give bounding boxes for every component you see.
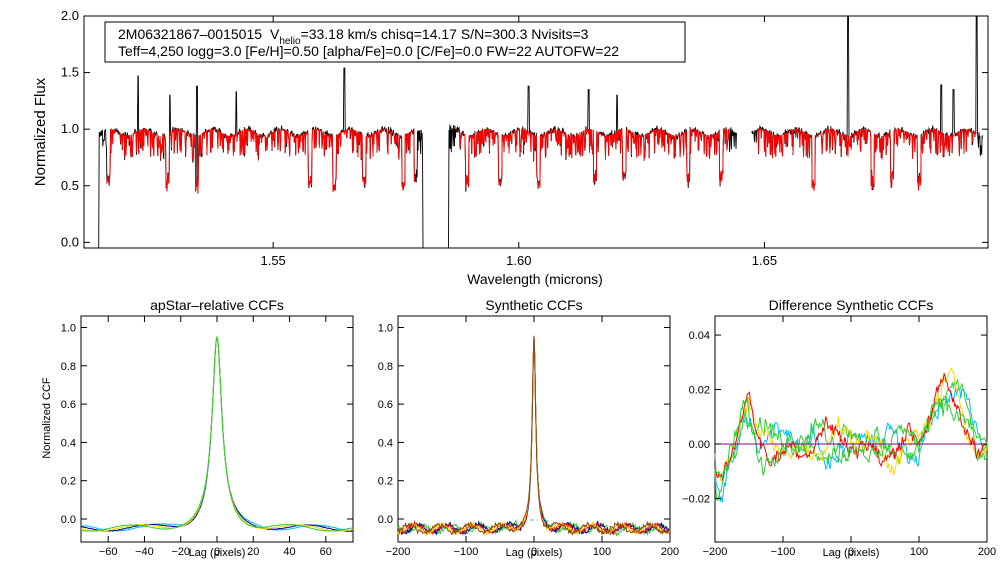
x-tick-label: 200 — [661, 546, 679, 558]
diff-ccf-title: Difference Synthetic CCFs — [769, 297, 934, 313]
diff-ccf-plot-area — [714, 367, 988, 503]
ccf-series-line — [397, 335, 671, 536]
x-tick-label: 0 — [848, 546, 854, 558]
y-tick-label: 0.5 — [61, 178, 79, 193]
x-tick-label: −100 — [454, 546, 479, 558]
y-tick-label: 0.2 — [378, 476, 393, 488]
x-tick-label: −100 — [771, 546, 796, 558]
diff-ccf-ticks: −200 −100 0 100 200 −0.02 0.00 0.02 0.04 — [682, 316, 996, 558]
apstar-ccf-plot-area — [80, 335, 354, 533]
y-tick-label: 1.0 — [378, 322, 393, 334]
y-tick-label: 0.0 — [61, 234, 79, 249]
y-tick-label: 2.0 — [61, 8, 79, 23]
y-tick-label: 1.0 — [61, 121, 79, 136]
y-tick-label: 0.0 — [61, 514, 76, 526]
x-tick-label: −20 — [171, 546, 190, 558]
synthetic-ccf-title: Synthetic CCFs — [485, 297, 582, 313]
y-tick-label: −0.02 — [682, 493, 710, 505]
y-tick-label: 0.8 — [378, 361, 393, 373]
diff-ccf-series-line — [714, 371, 988, 482]
diff-ccf-x-axis-label: Lag (pixels) — [823, 547, 880, 559]
x-tick-label: 40 — [283, 546, 295, 558]
synthetic-ccf-x-axis-label: Lag (pixels) — [506, 547, 563, 559]
spectrum-plot-area — [98, 15, 984, 249]
ccf-series-line — [397, 336, 671, 536]
x-tick-label: 200 — [978, 546, 996, 558]
ccf-series-line — [397, 337, 671, 537]
y-tick-label: 0.2 — [61, 476, 76, 488]
ccf-series-line — [80, 335, 354, 532]
vhelio-subscript: helio — [279, 36, 301, 47]
apstar-ccf-y-axis-label: Normalized CCF — [41, 377, 53, 459]
y-tick-label: 0.8 — [61, 361, 76, 373]
y-tick-label: 0.6 — [61, 399, 76, 411]
spectrum-frame — [83, 15, 989, 249]
x-tick-label: 100 — [910, 546, 928, 558]
y-tick-label: 1.5 — [61, 65, 79, 80]
diff-ccf-panel: Difference Synthetic CCFs −200 −100 0 100 20… — [682, 297, 996, 559]
x-tick-label: −200 — [386, 546, 411, 558]
x-tick-label: −200 — [703, 546, 728, 558]
info-box-frame — [104, 21, 686, 63]
synthetic-ccf-panel: Synthetic CCFs −200 −100 0 100 200 0.0 0.2 0.4 0… — [378, 297, 679, 559]
ccf-series-line — [81, 336, 354, 532]
model-spectrum-line — [455, 128, 730, 189]
y-tick-label: 0.6 — [378, 399, 393, 411]
x-tick-label: 0 — [214, 546, 220, 558]
spectrum-panel: 1.55 1.60 1.65 0.0 0.5 1.0 1.5 2.0 2M06321867–0… — [32, 8, 989, 287]
y-tick-label: 0.02 — [689, 385, 710, 397]
y-tick-label: 0.00 — [689, 439, 710, 451]
x-tick-label: 1.55 — [260, 253, 285, 268]
ccf-series-line — [397, 337, 671, 536]
observed-spectrum-line — [448, 85, 737, 249]
x-tick-label: 1.60 — [506, 253, 531, 268]
x-tick-label: 60 — [320, 546, 332, 558]
observed-spectrum-line — [751, 15, 984, 191]
apstar-ccf-frame — [80, 315, 354, 543]
params-text: Teff=4,250 logg=3.0 [Fe/H]=0.50 [alpha/F… — [118, 43, 619, 59]
apstar-ccf-x-axis-label: Lag (pixels) — [189, 547, 246, 559]
model-spectrum-line — [757, 128, 977, 191]
x-tick-label: −40 — [135, 546, 154, 558]
x-tick-label: −60 — [99, 546, 118, 558]
info-line-1: 2M06321867–0015015 Vhelio=33.18 km/s chis… — [118, 26, 589, 47]
x-tick-label: 0 — [531, 546, 537, 558]
spectrum-ticks: 1.55 1.60 1.65 0.0 0.5 1.0 1.5 2.0 — [61, 8, 988, 268]
model-spectrum-line — [106, 128, 416, 193]
apstar-ccf-panel: apStar–relative CCFs −60 −40 −20 0 20 40 60 0.0… — [41, 297, 354, 559]
ccf-series-line — [397, 337, 671, 536]
synthetic-ccf-plot-area — [397, 335, 671, 537]
ccf-series-line — [80, 336, 353, 532]
apstar-ccf-ticks: −60 −40 −20 0 20 40 60 0.0 0.2 0.4 0.6 0.8 1.0 — [61, 316, 353, 558]
x-tick-label: 1.65 — [752, 253, 777, 268]
y-tick-label: 1.0 — [61, 322, 76, 334]
diff-ccf-series-line — [714, 396, 988, 480]
x-tick-label: 20 — [247, 546, 259, 558]
stats-text: =33.18 km/s chisq=14.17 S/N=300.3 Nvisit… — [301, 26, 589, 42]
y-tick-label: 0.4 — [378, 437, 393, 449]
y-tick-label: 0.0 — [378, 514, 393, 526]
ccf-series-line — [81, 335, 354, 533]
vhelio-symbol: V — [270, 26, 280, 42]
spectrum-x-axis-label: Wavelength (microns) — [467, 271, 603, 287]
spectrum-info-box: 2M06321867–0015015 Vhelio=33.18 km/s chis… — [104, 21, 686, 63]
y-tick-label: 0.04 — [689, 330, 710, 342]
observed-spectrum-line — [98, 67, 424, 249]
diff-ccf-series-line — [714, 367, 988, 482]
synthetic-ccf-ticks: −200 −100 0 100 200 0.0 0.2 0.4 0.6 0.8 1.0 — [378, 316, 679, 558]
y-tick-label: 0.4 — [61, 437, 76, 449]
apstar-ccf-title: apStar–relative CCFs — [150, 297, 284, 313]
x-tick-label: 100 — [593, 546, 611, 558]
star-id: 2M06321867–0015015 — [118, 26, 262, 42]
spectrum-y-axis-label: Normalized Flux — [32, 77, 49, 186]
